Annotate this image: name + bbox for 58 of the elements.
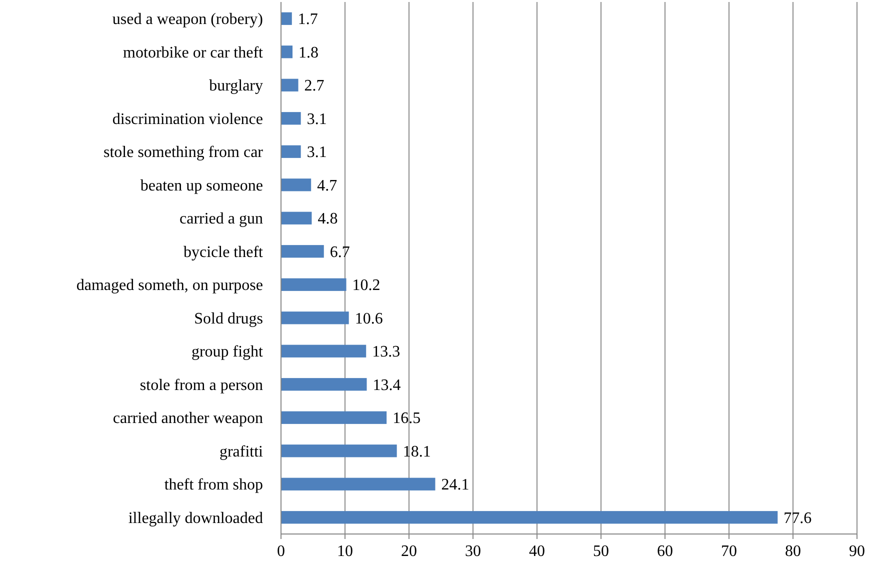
bar xyxy=(281,378,367,391)
y-tick-label: group fight xyxy=(191,344,264,361)
bar xyxy=(281,444,397,458)
x-tick-label: 10 xyxy=(337,543,353,560)
bar xyxy=(281,478,436,490)
bar xyxy=(281,145,301,158)
data-label: 1.7 xyxy=(298,11,318,28)
y-tick-label: illegally downloaded xyxy=(128,510,263,527)
y-tick-label: bycicle theft xyxy=(183,244,264,261)
data-label: 2.7 xyxy=(304,78,324,95)
y-tick-label: carried another weapon xyxy=(112,410,263,428)
bar xyxy=(281,511,778,524)
data-label: 6.7 xyxy=(330,244,350,261)
y-tick-label: carried a gun xyxy=(179,210,263,228)
y-tick-label: motorbike or car theft xyxy=(123,44,264,62)
bar xyxy=(281,12,292,25)
data-label: 3.1 xyxy=(306,144,327,162)
data-label: 10.6 xyxy=(354,310,383,328)
bar xyxy=(281,278,346,291)
y-tick-label: used a weapon (robery) xyxy=(112,11,263,28)
bar xyxy=(281,46,293,58)
bar xyxy=(281,411,387,424)
y-tick-label: theft from shop xyxy=(164,476,263,494)
y-tick-label: damaged someth, on purpose xyxy=(76,277,263,294)
data-label: 1.8 xyxy=(298,44,319,62)
x-tick-label: 40 xyxy=(529,543,545,560)
data-label: 3.1 xyxy=(306,110,327,128)
data-label: 24.1 xyxy=(441,476,470,494)
y-tick-label: burglary xyxy=(209,78,263,95)
y-tick-label: discrimination violence xyxy=(112,110,263,128)
y-tick-label: stole something from car xyxy=(103,144,264,162)
x-tick-label: 50 xyxy=(593,543,609,560)
x-tick-label: 20 xyxy=(401,543,417,560)
bar xyxy=(281,344,366,358)
data-label: 13.3 xyxy=(372,344,400,361)
bar xyxy=(281,212,312,224)
data-label: 4.7 xyxy=(317,177,338,194)
x-tick-label: 70 xyxy=(721,543,737,560)
data-label: 10.2 xyxy=(352,277,380,294)
x-tick-label: 90 xyxy=(849,543,865,560)
x-tick-label: 0 xyxy=(277,543,285,560)
x-tick-label: 80 xyxy=(785,543,801,560)
data-label: 18.1 xyxy=(402,443,431,460)
x-tick-label: 30 xyxy=(465,543,481,560)
y-tick-label: stole from a person xyxy=(140,376,263,394)
data-label: 13.4 xyxy=(372,376,401,394)
data-label: 4.8 xyxy=(318,210,338,228)
bar xyxy=(281,112,301,125)
y-tick-label: Sold drugs xyxy=(194,310,263,328)
y-tick-label: beaten up someone xyxy=(140,177,263,194)
data-label: 77.6 xyxy=(784,510,812,527)
data-label: 16.5 xyxy=(392,410,421,428)
bar xyxy=(281,245,324,258)
bar xyxy=(281,178,312,192)
bar xyxy=(281,312,349,324)
y-tick-label: grafitti xyxy=(219,443,264,460)
x-tick-label: 60 xyxy=(657,543,673,560)
bar xyxy=(281,78,298,92)
